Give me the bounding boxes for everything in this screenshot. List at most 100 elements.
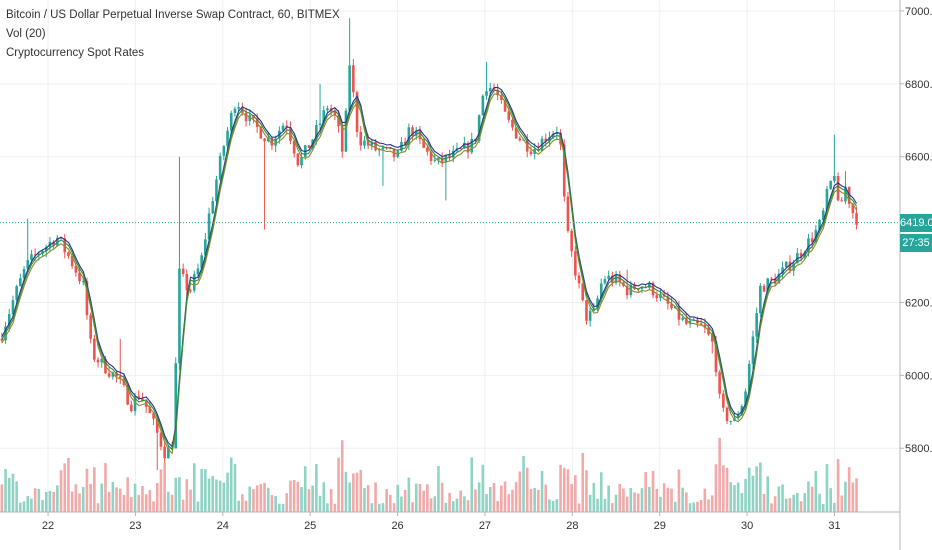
price-axis[interactable]: 7000.0 6800.0 6600.0 6200.0 6000.0 5800.0 <box>900 6 932 455</box>
volume-bar-14 <box>52 491 55 512</box>
x-tick-label-5: 27 <box>479 520 491 532</box>
volume-bar-179 <box>662 483 666 512</box>
volume-bar-143 <box>529 488 533 512</box>
spot-rates-indicator-label[interactable]: Cryptocurrency Spot Rates <box>6 47 145 59</box>
volume-bar-130 <box>481 464 485 512</box>
volume-bar-11 <box>41 500 44 512</box>
volume-bar-112 <box>414 483 418 512</box>
candle-body-112 <box>414 130 418 136</box>
volume-bar-184 <box>681 487 684 512</box>
volume-bar-51 <box>189 489 192 512</box>
volume-bar-182 <box>673 501 677 512</box>
volume-bar-137 <box>507 494 511 512</box>
candle-body-91 <box>337 115 340 127</box>
volume-bar-126 <box>466 500 470 512</box>
volume-bar-228 <box>844 481 847 512</box>
volume-bar-68 <box>252 489 255 512</box>
volume-bar-118 <box>437 466 440 512</box>
volume-bar-160 <box>592 482 596 512</box>
volume-bar-34 <box>126 477 129 512</box>
spot-rate-lines <box>1 86 858 455</box>
volume-bar-46 <box>170 494 174 512</box>
volume-bar-90 <box>333 503 337 512</box>
volume-bar-175 <box>648 487 651 512</box>
candle-body-216 <box>799 253 803 257</box>
volume-bar-56 <box>207 478 211 512</box>
volume-bar-187 <box>692 502 696 512</box>
candle-body-208 <box>770 278 773 280</box>
volume-indicator-label[interactable]: Vol (20) <box>6 28 46 40</box>
candle-body-212 <box>784 261 788 268</box>
candle-body-58 <box>215 179 218 202</box>
volume-bar-172 <box>636 493 640 512</box>
volume-bar-57 <box>211 475 215 512</box>
volume-bar-166 <box>614 494 618 512</box>
y-tick-label-3: 6200.0 <box>905 297 932 309</box>
candle-body-61 <box>226 130 229 147</box>
volume-bar-93 <box>344 471 348 512</box>
volume-bar-167 <box>618 484 622 512</box>
candle-body-152 <box>562 144 566 197</box>
candle-body-5 <box>19 278 22 287</box>
candle-body-83 <box>307 145 311 148</box>
volume-bar-73 <box>270 495 274 512</box>
volume-bar-67 <box>248 486 252 512</box>
volume-bar-94 <box>348 482 351 512</box>
candle-body-86 <box>318 123 322 125</box>
grid-lines <box>0 0 900 512</box>
volume-bar-110 <box>407 477 411 512</box>
volume-bar-79 <box>292 479 296 512</box>
x-tick-label-7: 29 <box>654 520 666 532</box>
volume-bar-39 <box>144 494 148 512</box>
volume-bar-183 <box>677 469 681 512</box>
volume-bar-227 <box>840 495 844 512</box>
candle-body-226 <box>836 176 840 201</box>
volume-bar-62 <box>229 457 233 512</box>
volume-bar-200 <box>740 493 744 512</box>
volume-bar-26 <box>96 503 100 512</box>
volume-bar-226 <box>836 459 840 512</box>
y-tick-label-0: 7000.0 <box>905 6 932 18</box>
x-tick-label-1: 23 <box>129 520 141 532</box>
volume-bar-61 <box>226 472 229 512</box>
symbol-title[interactable]: Bitcoin / US Dollar Perpetual Inverse Sw… <box>6 9 340 21</box>
candle-body-124 <box>459 148 462 150</box>
candle-body-88 <box>326 108 329 111</box>
volume-bar-99 <box>366 485 370 512</box>
candle-body-73 <box>270 138 274 146</box>
volume-bar-164 <box>607 485 610 512</box>
candle-body-118 <box>437 157 440 160</box>
candle-body-98 <box>363 140 366 146</box>
volume-bar-27 <box>100 483 104 512</box>
candle-body-120 <box>444 155 448 163</box>
volume-bar-180 <box>666 487 670 512</box>
volume-bar-71 <box>263 482 266 512</box>
candle-body-95 <box>352 65 355 93</box>
candle-body-71 <box>263 138 266 142</box>
volume-bar-197 <box>729 482 733 512</box>
candle-body-164 <box>607 275 610 280</box>
volume-bar-77 <box>285 493 289 512</box>
volume-bar-35 <box>130 497 133 512</box>
candle-body-135 <box>500 95 503 100</box>
candle-body-76 <box>281 125 285 131</box>
volume-bar-194 <box>718 437 721 512</box>
time-axis[interactable]: 22 23 24 25 26 27 28 29 30 31 <box>42 512 841 532</box>
candle-body-48 <box>178 268 181 364</box>
x-tick-label-8: 30 <box>741 520 753 532</box>
volume-bar-66 <box>244 500 248 512</box>
volume-bar-33 <box>122 494 126 512</box>
volume-bar-30 <box>111 481 115 512</box>
candle-body-64 <box>237 107 240 109</box>
candle-body-136 <box>503 99 507 112</box>
volume-bar-176 <box>651 470 655 512</box>
volume-bar-45 <box>167 491 170 512</box>
volume-bar-113 <box>418 484 422 512</box>
candle-body-21 <box>78 272 81 282</box>
volume-bar-49 <box>181 499 185 512</box>
volume-bar-86 <box>318 495 322 512</box>
volume-bar-29 <box>107 491 111 512</box>
volume-bar-146 <box>540 471 544 512</box>
volume-bar-212 <box>784 498 788 512</box>
candle-body-150 <box>555 132 559 134</box>
